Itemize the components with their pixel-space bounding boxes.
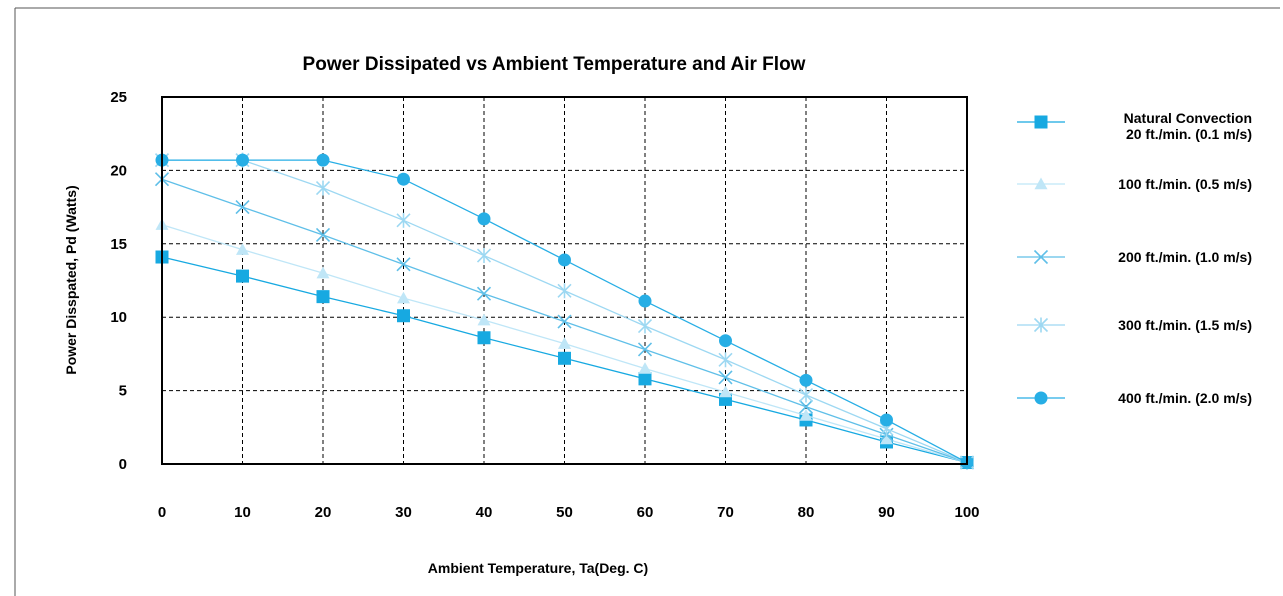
y-tick-label: 15 — [110, 236, 127, 253]
data-point — [798, 399, 814, 414]
series-group — [154, 152, 975, 471]
legend-label: 20 ft./min. (0.1 m/s) — [1126, 126, 1252, 142]
legend-label: 200 ft./min. (1.0 m/s) — [1118, 249, 1252, 265]
x-tick-label: 10 — [234, 504, 251, 521]
data-point — [236, 153, 249, 167]
x-axis-label: Ambient Temperature, Ta(Deg. C) — [428, 560, 648, 576]
x-tick-label: 40 — [476, 504, 493, 521]
legend-item-2: 200 ft./min. (1.0 m/s) — [1017, 249, 1252, 265]
data-point — [718, 370, 733, 385]
y-tick-label: 0 — [119, 456, 127, 473]
data-point — [315, 227, 331, 243]
x-tick-label: 100 — [954, 504, 979, 521]
x-tick-label: 50 — [556, 504, 573, 521]
data-point — [316, 153, 330, 167]
legend-marker — [1033, 317, 1049, 333]
plot-area-border — [161, 96, 968, 465]
legend-label: 400 ft./min. (2.0 m/s) — [1118, 390, 1252, 406]
legend-marker — [1034, 177, 1048, 190]
x-tick-label: 80 — [798, 504, 815, 521]
data-point — [557, 314, 572, 329]
series-4 — [155, 153, 974, 470]
data-point — [477, 331, 491, 345]
legend-item-3: 300 ft./min. (1.5 m/s) — [1017, 317, 1252, 333]
x-tick-label: 60 — [637, 504, 654, 521]
data-point — [396, 212, 411, 228]
data-point — [798, 387, 814, 403]
y-tick-label: 25 — [110, 89, 127, 106]
data-point — [477, 212, 491, 226]
x-tick-label: 0 — [158, 504, 166, 521]
data-point — [396, 257, 411, 272]
data-point — [638, 294, 652, 308]
data-point — [397, 172, 410, 186]
data-point — [637, 318, 653, 334]
data-point — [557, 283, 572, 299]
x-tick-label: 30 — [395, 504, 412, 521]
data-point — [235, 200, 250, 215]
grid — [162, 97, 967, 464]
legend-marker — [1033, 249, 1049, 265]
y-axis-label: Power Disspated, Pd (Watts) — [63, 185, 79, 374]
data-point — [799, 373, 813, 387]
data-point — [638, 372, 652, 386]
axis-ticks: 0 10 20 30 40 50 60 70 80 90 100 0 5 10 15 20 25 — [110, 89, 979, 521]
data-point — [476, 248, 492, 264]
legend-label: Natural Convection — [1124, 110, 1252, 126]
data-point — [558, 253, 571, 267]
data-point — [397, 309, 410, 323]
legend-marker — [1034, 115, 1048, 129]
data-point — [799, 409, 813, 421]
legend-item-4: 400 ft./min. (2.0 m/s) — [1017, 390, 1252, 406]
data-point — [397, 291, 410, 304]
x-tick-label: 20 — [315, 504, 332, 521]
data-point — [719, 334, 732, 348]
chart-title: Power Dissipated vs Ambient Temperature … — [303, 54, 806, 75]
data-point — [316, 290, 330, 304]
y-tick-label: 10 — [110, 309, 127, 326]
data-point — [558, 351, 571, 365]
data-point — [236, 243, 249, 255]
data-point — [236, 269, 249, 283]
legend-label: 100 ft./min. (0.5 m/s) — [1118, 176, 1252, 192]
legend-label: 300 ft./min. (1.5 m/s) — [1118, 317, 1252, 333]
data-point — [477, 313, 491, 326]
data-point — [718, 352, 733, 368]
legend-marker — [1034, 391, 1048, 405]
data-point — [316, 266, 330, 279]
x-tick-label: 90 — [878, 504, 895, 521]
data-point — [719, 385, 732, 398]
data-point — [880, 432, 893, 445]
data-point — [638, 362, 652, 374]
y-tick-label: 20 — [110, 162, 127, 179]
data-point — [315, 180, 331, 196]
data-point — [476, 286, 492, 301]
data-point — [637, 342, 653, 357]
data-point — [880, 413, 893, 427]
legend-item-1: 100 ft./min. (0.5 m/s) — [1017, 176, 1252, 192]
data-point — [558, 337, 571, 349]
y-tick-label: 5 — [119, 383, 127, 400]
x-tick-label: 70 — [717, 504, 734, 521]
